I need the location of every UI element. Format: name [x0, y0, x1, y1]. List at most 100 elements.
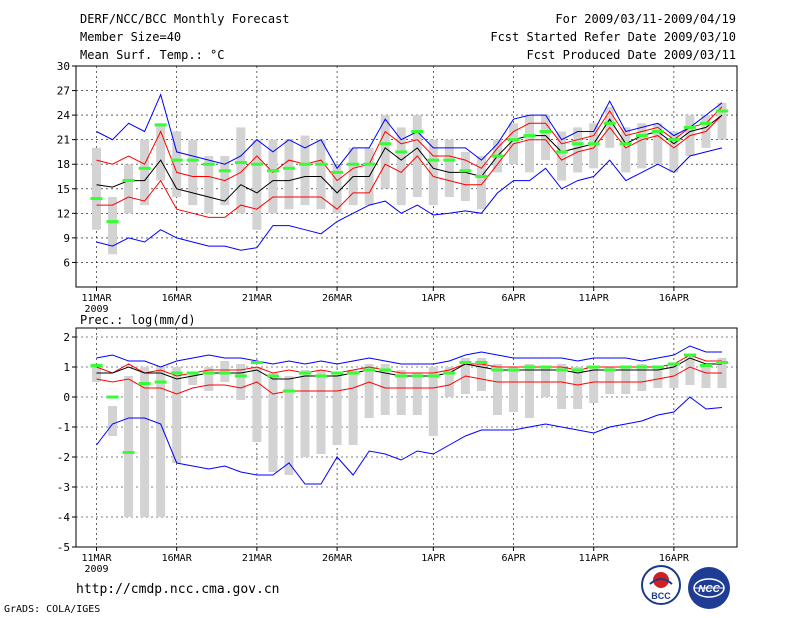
obs-marker [603, 368, 616, 372]
obs-marker [299, 162, 311, 166]
x-tick-label: 26MAR [322, 293, 353, 304]
range-box [669, 131, 679, 173]
obs-marker [459, 361, 472, 364]
obs-marker [266, 169, 279, 173]
range-box [637, 364, 647, 391]
obs-marker [699, 364, 712, 367]
plot-frame [75, 327, 738, 548]
obs-marker [170, 371, 183, 375]
range-box [268, 373, 278, 472]
obs-marker [475, 361, 488, 364]
obs-marker [250, 162, 263, 166]
obs-marker [443, 371, 456, 375]
range-box [525, 115, 535, 173]
range-box [492, 364, 502, 415]
range-box [476, 358, 486, 391]
obs-marker [186, 371, 199, 375]
obs-marker [523, 134, 536, 138]
obs-marker [507, 138, 520, 142]
obs-marker [202, 371, 215, 375]
x-tick-label: 16MAR [162, 553, 193, 564]
range-box [380, 364, 390, 415]
range-box [396, 370, 406, 415]
obs-marker [315, 162, 328, 166]
y-tick-label: 2 [63, 331, 70, 344]
range-box [156, 123, 166, 181]
precipitation-panel: -5 -4 -3 -2 -1 0 1 2 11MAR 16MAR 21MAR 26MAR 1APR 6AP… [57, 327, 738, 575]
range-box [573, 127, 583, 173]
range-box [316, 370, 326, 454]
y-tick-label: 24 [57, 109, 71, 122]
obs-marker [651, 129, 664, 133]
obs-marker [443, 158, 456, 162]
obs-marker [683, 125, 696, 129]
range-box [541, 115, 551, 161]
series-min-line [96, 396, 723, 485]
range-box [284, 139, 294, 210]
obs-marker [138, 382, 151, 385]
obs-marker [331, 170, 344, 174]
obs-marker [186, 158, 199, 162]
obs-marker [122, 179, 135, 183]
forecast-produced-date: Fcst Produced Date 2009/03/11 [526, 48, 736, 62]
range-box [284, 376, 294, 475]
obs-marker [106, 395, 119, 399]
range-box [589, 123, 599, 169]
obs-marker [571, 368, 584, 372]
x-tick-label: 11MAR [81, 553, 112, 564]
range-box [268, 139, 278, 214]
obs-marker [218, 371, 231, 375]
range-box [316, 139, 326, 210]
y-tick-label: 6 [63, 256, 70, 269]
y-tick-label: 30 [57, 60, 70, 73]
series-upper-line [96, 106, 723, 182]
range-box [156, 367, 166, 517]
obs-marker [122, 451, 135, 454]
obs-marker [491, 368, 504, 372]
range-box [573, 367, 583, 409]
series-mean-line [96, 114, 723, 202]
x-tick-label: 11MAR [81, 293, 112, 304]
range-box [332, 164, 342, 214]
range-box [108, 406, 118, 436]
series-lower-line [96, 114, 723, 218]
series-lower-line [96, 366, 722, 395]
range-box [252, 367, 262, 442]
y-tick-label: -4 [57, 511, 71, 524]
obs-marker [427, 158, 440, 162]
x-tick-label: 6APR [501, 553, 526, 564]
range-box [653, 123, 663, 165]
obs-marker [395, 374, 408, 378]
chart-title: DERF/NCC/BCC Monthly Forecast [80, 12, 290, 26]
obs-marker [635, 134, 648, 138]
bcc-logo-text: BCC [651, 591, 671, 601]
obs-marker [603, 121, 616, 125]
obs-marker [427, 374, 440, 378]
obs-marker [363, 162, 376, 166]
ncc-logo-text: NCC [698, 584, 720, 595]
y-tick-label: 9 [63, 232, 70, 245]
obs-marker [266, 374, 279, 378]
range-box [172, 367, 182, 463]
range-box [444, 367, 454, 397]
series-upper-line [96, 354, 722, 377]
x-tick-label: 1APR [421, 553, 446, 564]
range-box [557, 364, 567, 409]
source-url[interactable]: http://cmdp.ncc.cma.gov.cn [76, 582, 280, 597]
range-box [605, 367, 615, 394]
obs-marker [106, 220, 119, 224]
obs-marker [523, 365, 536, 369]
y-tick-label: -5 [57, 541, 70, 554]
obs-marker [331, 371, 344, 375]
ncc-logo-icon: NCC [688, 567, 730, 609]
obs-marker [170, 158, 183, 162]
range-box [92, 147, 101, 230]
variable-label: Mean Surf. Temp.: °C [80, 48, 225, 62]
range-box [557, 131, 567, 181]
obs-marker [587, 142, 600, 146]
obs-marker [234, 374, 247, 378]
year-label: 2009 [84, 304, 108, 315]
year-label: 2009 [84, 564, 108, 575]
obs-marker [154, 380, 167, 384]
range-box [653, 367, 663, 388]
